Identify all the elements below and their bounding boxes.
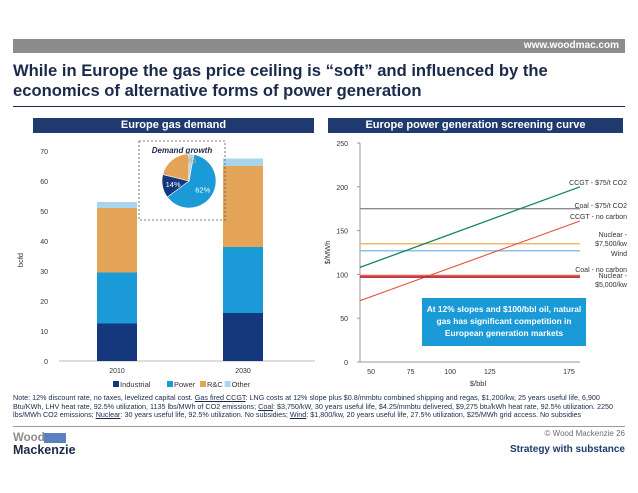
callout-text-line: European generation markets — [445, 328, 564, 338]
legend-label: Power — [174, 380, 196, 389]
bar-2010-industrial — [97, 323, 137, 361]
y-axis-label: bcfd — [16, 253, 25, 267]
slide-title: While in Europe the gas price ceiling is… — [13, 61, 548, 100]
series-end-label: Nuclear - — [599, 273, 628, 280]
callout-text-line: At 12% slopes and $100/bbl oil, natural — [427, 304, 582, 314]
series-end-label: Coal - no carbon — [575, 267, 627, 274]
pie-slice-label: 21% — [171, 164, 186, 173]
y-tick-label: 50 — [40, 209, 48, 216]
pie-slice-label: 14% — [166, 180, 181, 189]
x-tick-label: 100 — [444, 369, 456, 376]
y-tick-label: 150 — [336, 229, 348, 236]
logo-word-top: Wood — [13, 432, 45, 444]
legend-swatch — [224, 381, 231, 387]
series-end-label: Nuclear - — [599, 232, 628, 239]
callout-box — [422, 298, 586, 346]
top-bar: www.woodmac.com — [13, 39, 625, 53]
y-tick-label: 10 — [40, 329, 48, 336]
series-line-ccgt-75-t-co2 — [359, 186, 581, 269]
series-end-label: $5,000/kw — [595, 282, 628, 289]
bar-2010-power — [97, 272, 137, 324]
website-url[interactable]: www.woodmac.com — [523, 40, 619, 51]
bar-2010-other — [97, 202, 137, 208]
callout-text-line: gas has significant competition in — [437, 316, 572, 326]
y-tick-label: 0 — [44, 359, 48, 366]
y-tick-label: 200 — [336, 185, 348, 192]
bar-2030-power — [223, 247, 263, 313]
y-tick-label: 250 — [336, 141, 348, 148]
y-tick-label: 100 — [336, 272, 348, 279]
y-tick-label: 30 — [40, 269, 48, 276]
y-tick-label: 70 — [40, 149, 48, 156]
series-end-label: Wind — [611, 251, 627, 258]
pie-slice-label: 62% — [195, 186, 210, 195]
x-tick-label: 2010 — [109, 368, 125, 375]
pie-slice-other — [188, 153, 195, 182]
x-tick-label: 125 — [484, 369, 496, 376]
logo-word-bottom: Mackenzie — [13, 443, 76, 457]
bar-2030-industrial — [223, 313, 263, 361]
copyright-page-number: © Wood Mackenzie 26 — [544, 429, 625, 438]
y-tick-label: 60 — [40, 179, 48, 186]
wood-mackenzie-logo: Wood Mackenzie — [13, 432, 83, 457]
tagline: Strategy with substance — [509, 444, 625, 455]
pie-inset-title: Demand growth — [152, 146, 213, 155]
pie-slice-label: 3% — [185, 156, 196, 165]
title-divider — [13, 106, 625, 107]
legend-swatch — [200, 381, 206, 387]
footnote: Note: 12% discount rate, no taxes, level… — [13, 393, 613, 420]
logo-mark-icon — [44, 433, 66, 443]
legend-swatch — [113, 381, 119, 387]
x-tick-label: 2030 — [235, 368, 251, 375]
legend-label: R&C — [207, 380, 223, 389]
y-tick-label: 20 — [40, 299, 48, 306]
right-chart-title: Europe power generation screening curve — [328, 118, 623, 133]
bar-2030-rc — [223, 166, 263, 247]
series-end-label: Coal - $75/t CO2 — [574, 203, 627, 210]
pie-slice-rc — [166, 154, 217, 209]
y-tick-label: 0 — [344, 360, 348, 367]
pie-slice-power — [162, 153, 190, 182]
y-tick-label: 50 — [340, 316, 348, 323]
x-tick-label: 50 — [367, 369, 375, 376]
bar-2010-rc — [97, 208, 137, 273]
series-line-ccgt-no-carbon — [359, 220, 581, 302]
y-axis-label: $/MWh — [323, 241, 332, 265]
footer-divider — [13, 426, 625, 427]
series-end-label: CCGT - $75/t CO2 — [569, 180, 627, 187]
y-tick-label: 40 — [40, 239, 48, 246]
pie-inset-frame — [138, 140, 226, 221]
left-chart-title: Europe gas demand — [33, 118, 314, 133]
x-tick-label: 175 — [563, 369, 575, 376]
series-end-label: CCGT - no carbon — [570, 214, 627, 221]
legend-label: Industrial — [120, 380, 151, 389]
x-tick-label: 75 — [407, 369, 415, 376]
legend-swatch — [167, 381, 173, 387]
legend-label: Other — [232, 380, 251, 389]
screening-curve-chart: 0 50 100 150 200 250 50 75 100 125 175 $/bbl $/MWh CC… — [323, 141, 628, 388]
x-axis-label: $/bbl — [470, 379, 487, 388]
series-end-label: $7,500/kw — [595, 241, 628, 248]
bar-2030-other — [223, 158, 263, 166]
